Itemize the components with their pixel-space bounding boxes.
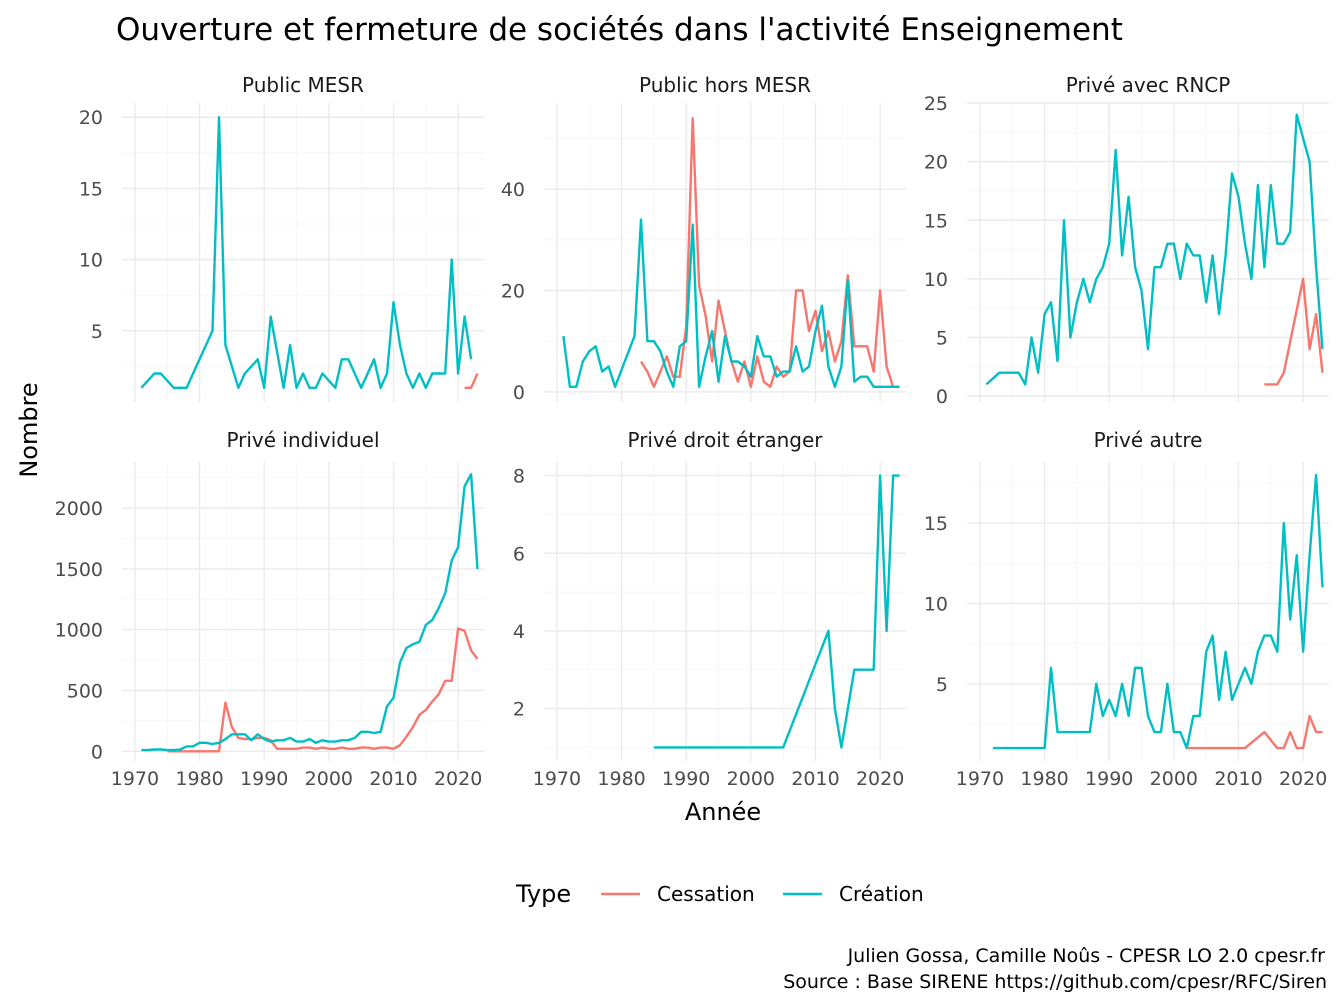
x-tick-label: 2010 <box>791 768 839 790</box>
panel-public-mesr: Public MESR 5 10 15 20 <box>79 73 484 402</box>
y-tick-label: 0 <box>91 741 103 763</box>
legend-label-cessation: Cessation <box>657 882 755 906</box>
x-tick-label: 1970 <box>956 768 1004 790</box>
y-tick-label: 0 <box>513 382 525 404</box>
series-line-creation <box>985 113 1324 386</box>
x-tick-label: 1980 <box>1020 768 1068 790</box>
legend: Type Cessation Création <box>515 880 924 908</box>
y-tick-label: 4 <box>513 621 525 643</box>
x-tick-label: 1970 <box>533 768 581 790</box>
panel-title: Privé individuel <box>226 428 379 452</box>
series-line-creation <box>140 115 473 389</box>
x-tick-label: 1990 <box>240 768 288 790</box>
y-tick-label: 15 <box>924 210 948 232</box>
y-tick-label: 20 <box>501 281 525 303</box>
panel-title: Public hors MESR <box>639 73 811 97</box>
panel-title: Public MESR <box>242 73 364 97</box>
y-tick-label: 8 <box>513 466 525 488</box>
x-tick-label: 2020 <box>1279 768 1327 790</box>
y-tick-label: 20 <box>79 107 103 129</box>
y-tick-label: 2 <box>513 699 525 721</box>
y-tick-label: 5 <box>91 321 103 343</box>
y-tick-label: 5 <box>936 674 948 696</box>
x-tick-label: 1980 <box>597 768 645 790</box>
y-tick-label: 1500 <box>55 559 103 581</box>
x-tick-label: 2020 <box>434 768 482 790</box>
x-tick-label: 1990 <box>662 768 710 790</box>
panel-public-hors-mesr: Public hors MESR 0 20 40 <box>501 73 906 404</box>
y-tick-label: 15 <box>79 178 103 200</box>
x-tick-label: 2000 <box>305 768 353 790</box>
series-line-creation <box>141 473 479 752</box>
y-tick-label: 10 <box>79 250 103 272</box>
caption-source: Source : Base SIRENE https://github.com/… <box>783 971 1327 993</box>
y-tick-label: 500 <box>67 681 103 703</box>
x-tick-label: 1980 <box>175 768 223 790</box>
x-tick-label: 2000 <box>727 768 775 790</box>
panel-prive-droit-etranger: Privé droit étranger 1970 1980 1990 2000 2010… <box>513 428 906 790</box>
panel-title: Privé droit étranger <box>628 428 824 452</box>
panel-prive-individuel: Privé individuel 1970 1980 1990 2000 2010 2020… <box>55 428 484 790</box>
panel-title: Privé avec RNCP <box>1066 73 1231 97</box>
x-axis-title: Année <box>685 798 761 826</box>
x-tick-label: 2000 <box>1150 768 1198 790</box>
series-line-creation <box>992 473 1324 750</box>
x-tick-label: 1990 <box>1085 768 1133 790</box>
panel-title: Privé autre <box>1094 428 1203 452</box>
x-tick-label: 2010 <box>1214 768 1262 790</box>
y-tick-label: 10 <box>924 269 948 291</box>
y-axis-title: Nombre <box>15 382 43 477</box>
caption-credits: Julien Gossa, Camille Noûs - CPESR LO 2.… <box>847 945 1326 967</box>
chart-title: Ouverture et fermeture de sociétés dans … <box>116 12 1123 48</box>
y-tick-label: 0 <box>936 386 948 408</box>
y-tick-label: 5 <box>936 328 948 350</box>
y-tick-label: 1000 <box>55 620 103 642</box>
y-tick-label: 20 <box>924 152 948 174</box>
x-tick-label: 2010 <box>369 768 417 790</box>
series-line-cessation <box>464 373 479 389</box>
series-line-creation <box>562 218 900 388</box>
y-tick-label: 6 <box>513 543 525 565</box>
x-tick-label: 2020 <box>856 768 904 790</box>
series-line-cessation <box>1186 714 1323 750</box>
y-tick-label: 25 <box>924 93 948 115</box>
y-tick-label: 10 <box>924 593 948 615</box>
y-tick-label: 40 <box>501 179 525 201</box>
legend-label-creation: Création <box>839 882 924 906</box>
y-tick-label: 2000 <box>55 498 103 520</box>
x-tick-label: 1970 <box>111 768 159 790</box>
panel-prive-avec-rncp: Privé avec RNCP 0 5 10 15 20 25 <box>924 73 1329 408</box>
y-tick-label: 15 <box>924 513 948 535</box>
series-line-cessation <box>1264 277 1324 386</box>
panel-prive-autre: Privé autre 1970 1980 1990 2000 2010 2020 5 10 15 <box>924 428 1329 790</box>
legend-title: Type <box>515 880 571 908</box>
series-line-creation <box>653 474 900 749</box>
